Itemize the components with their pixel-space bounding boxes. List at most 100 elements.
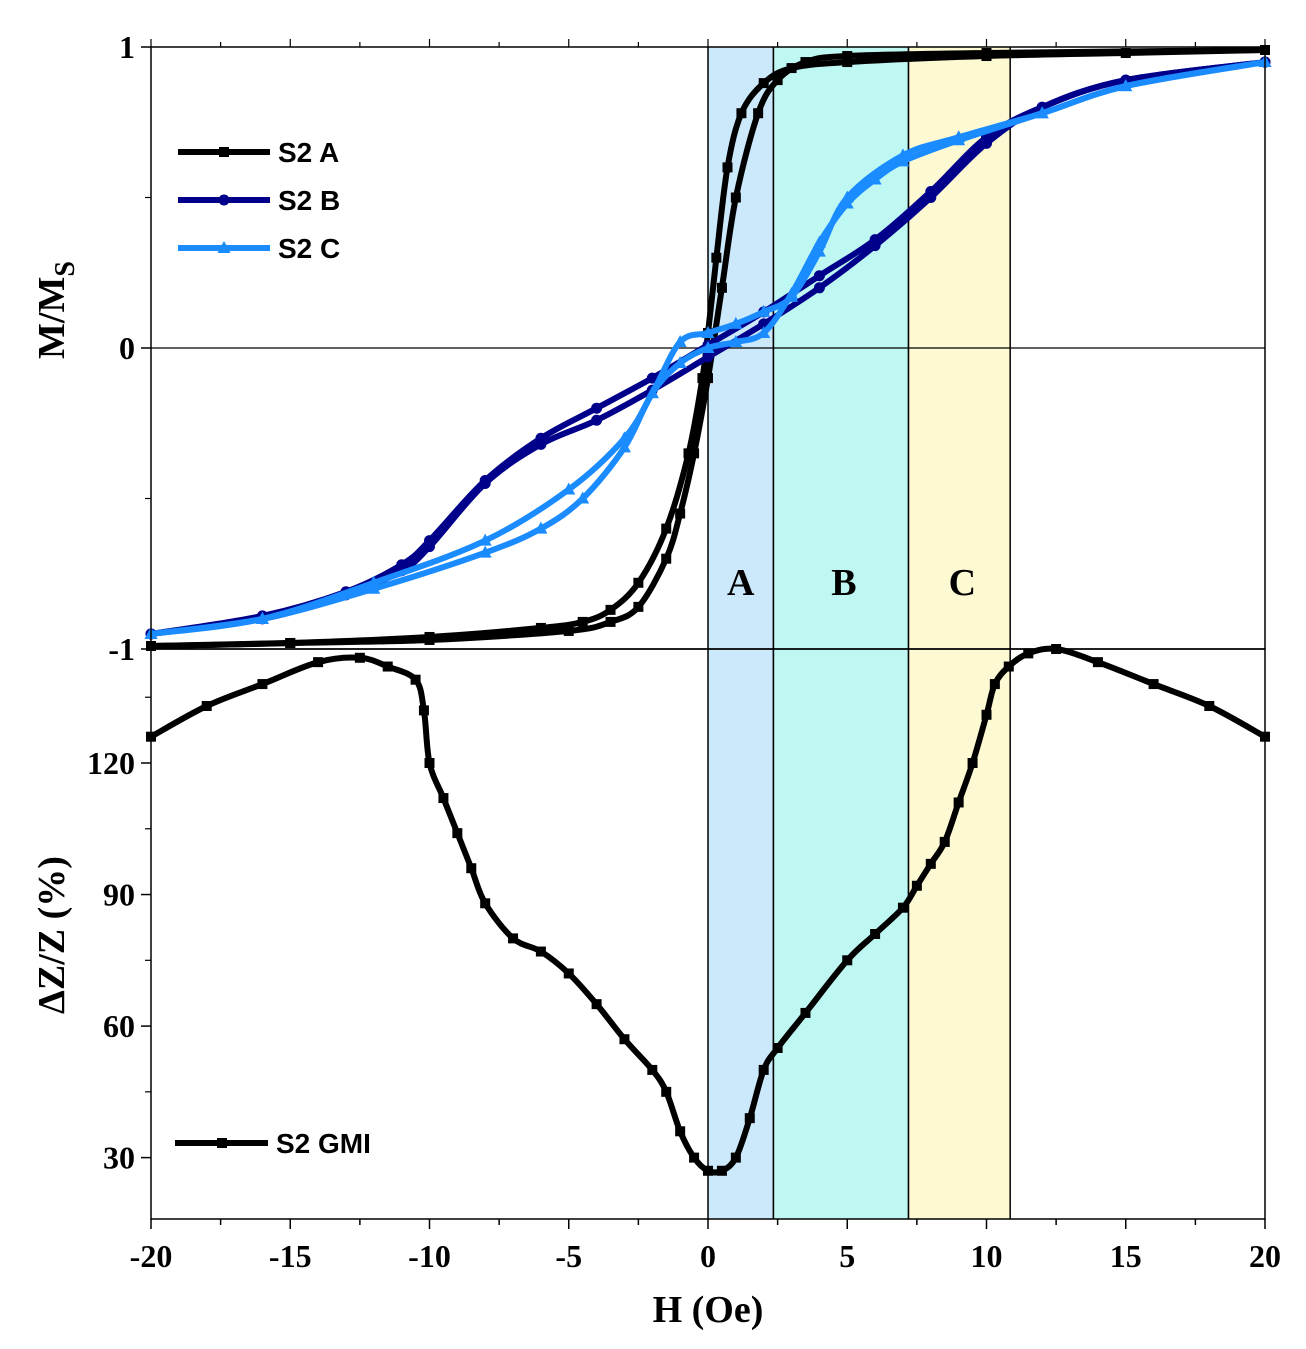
point-s2-gmi-25 [744, 1113, 755, 1124]
point-s2-gmi-12 [480, 898, 491, 909]
top-y-tick-label-2: 1 [119, 29, 135, 65]
point-s2-c-descending-16 [367, 575, 381, 588]
point-s2-a-descending-15 [424, 634, 435, 645]
point-s2-a-descending-12 [633, 601, 644, 612]
point-s2-b-ascending-9 [702, 351, 714, 363]
point-s2-a-descending-8 [703, 373, 713, 384]
point-s2-c-descending-6 [812, 244, 826, 257]
point-s2-c-ascending-8 [673, 356, 687, 369]
point-s2-c-ascending-11 [757, 325, 771, 338]
point-s2-c-ascending-6 [617, 440, 631, 453]
point-s2-a-ascending-13 [736, 108, 747, 119]
x-tick-label-8: 20 [1249, 1238, 1281, 1274]
point-s2-gmi-3 [313, 657, 324, 668]
point-s2-a-descending-7 [716, 282, 727, 293]
point-s2-a-descending-10 [675, 508, 686, 519]
point-s2-c-ascending-9 [701, 341, 715, 353]
point-s2-a-descending-14 [563, 625, 574, 636]
y-axis-title-subscript: S [50, 261, 81, 277]
point-s2-gmi-19 [661, 1086, 672, 1097]
point-s2-gmi-20 [675, 1126, 686, 1137]
legend-s2-c-label: S2 C [278, 233, 340, 264]
point-s2-gmi-11 [466, 863, 477, 874]
point-s2-gmi-27 [772, 1043, 783, 1053]
point-s2-gmi-28 [800, 1007, 811, 1018]
legend-s2-b-marker [218, 194, 230, 206]
x-tick-label-4: 0 [700, 1238, 716, 1274]
point-s2-gmi-26 [758, 1064, 769, 1075]
point-s2-gmi-39 [1003, 661, 1014, 672]
point-s2-a-ascending-5 [605, 604, 616, 615]
point-s2-gmi-15 [563, 968, 574, 979]
point-s2-c-descending-1 [1119, 79, 1133, 92]
point-s2-gmi-7 [418, 705, 429, 716]
legend-s2-gmi-label: S2 GMI [276, 1128, 371, 1159]
point-s2-gmi-40 [1023, 648, 1034, 659]
x-tick-label-5: 5 [839, 1238, 855, 1274]
point-s2-gmi-35 [953, 797, 964, 808]
point-s2-gmi-17 [619, 1034, 630, 1045]
point-s2-gmi-24 [730, 1152, 741, 1163]
point-s2-c-descending-5 [840, 190, 854, 203]
point-s2-b-descending-11 [535, 432, 547, 444]
point-s2-a-ascending-16 [842, 57, 853, 68]
point-s2-c-descending-4 [896, 148, 910, 161]
x-tick-label-7: 15 [1110, 1238, 1142, 1274]
point-s2-c-ascending-16 [896, 154, 910, 167]
point-s2-c-ascending-15 [868, 172, 882, 185]
point-s2-gmi-14 [535, 946, 546, 957]
point-s2-a-descending-5 [753, 108, 764, 119]
point-s2-a-descending-1 [981, 48, 992, 59]
x-tick-label-6: 10 [971, 1238, 1003, 1274]
x-axis-title: H (Oe) [653, 1289, 764, 1331]
point-s2-c-descending-17 [255, 611, 269, 624]
top-y-tick-label-1: 0 [119, 330, 135, 366]
region-b-band [773, 47, 909, 1219]
point-s2-a-ascending-11 [711, 252, 722, 263]
point-s2-gmi-10 [452, 828, 463, 839]
point-s2-a-descending-4 [772, 75, 783, 86]
point-s2-c-ascending-3 [478, 545, 492, 558]
y-axis-title-top: M/MS [31, 261, 81, 359]
legend: S2 A S2 B S2 C S2 GMI [175, 137, 371, 1159]
bottom-y-tick-label-3: 120 [87, 745, 135, 781]
point-s2-b-descending-13 [424, 535, 435, 547]
point-s2-gmi-18 [647, 1064, 658, 1075]
legend-s2-b-label: S2 B [278, 185, 340, 216]
point-s2-b-descending-4 [925, 185, 937, 197]
point-s2-a-ascending-14 [758, 78, 769, 89]
point-s2-gmi-21 [689, 1152, 700, 1163]
point-s2-b-ascending-11 [813, 282, 825, 294]
point-s2-gmi-34 [939, 836, 950, 847]
point-s2-gmi-29 [842, 955, 853, 966]
series-s2-gmi-line [148, 645, 1268, 1176]
point-s2-a-ascending-6 [633, 577, 644, 588]
point-s2-a-ascending-3 [535, 622, 546, 633]
point-s2-gmi-33 [925, 858, 936, 869]
point-s2-gmi-36 [967, 758, 978, 768]
point-s2-a-descending-6 [730, 192, 741, 203]
point-s2-gmi-9 [438, 793, 449, 804]
point-s2-a-ascending-4 [577, 616, 588, 627]
point-s2-c-descending-3 [952, 130, 966, 143]
point-s2-gmi-22 [703, 1165, 713, 1176]
point-s2-gmi-43 [1148, 679, 1159, 690]
point-s2-a-ascending-9 [697, 373, 708, 384]
point-s2-a-descending-13 [605, 616, 616, 627]
point-s2-a-descending-3 [800, 57, 811, 68]
y-axis-title-main: M/M [31, 277, 73, 359]
region-a-label: A [727, 562, 755, 604]
region-c-band [908, 47, 1011, 1219]
region-c-label: C [949, 562, 976, 604]
point-s2-gmi-38 [989, 679, 1000, 690]
point-s2-c-ascending-5 [576, 491, 590, 504]
legend-s2-c-marker [217, 241, 231, 253]
x-tick-label-0: -20 [130, 1238, 173, 1274]
point-s2-gmi-32 [911, 880, 922, 891]
point-s2-a-ascending-12 [722, 162, 733, 173]
point-s2-b-descending-5 [869, 234, 881, 246]
bottom-y-tick-label-0: 30 [103, 1140, 135, 1176]
point-s2-gmi-37 [981, 709, 992, 720]
